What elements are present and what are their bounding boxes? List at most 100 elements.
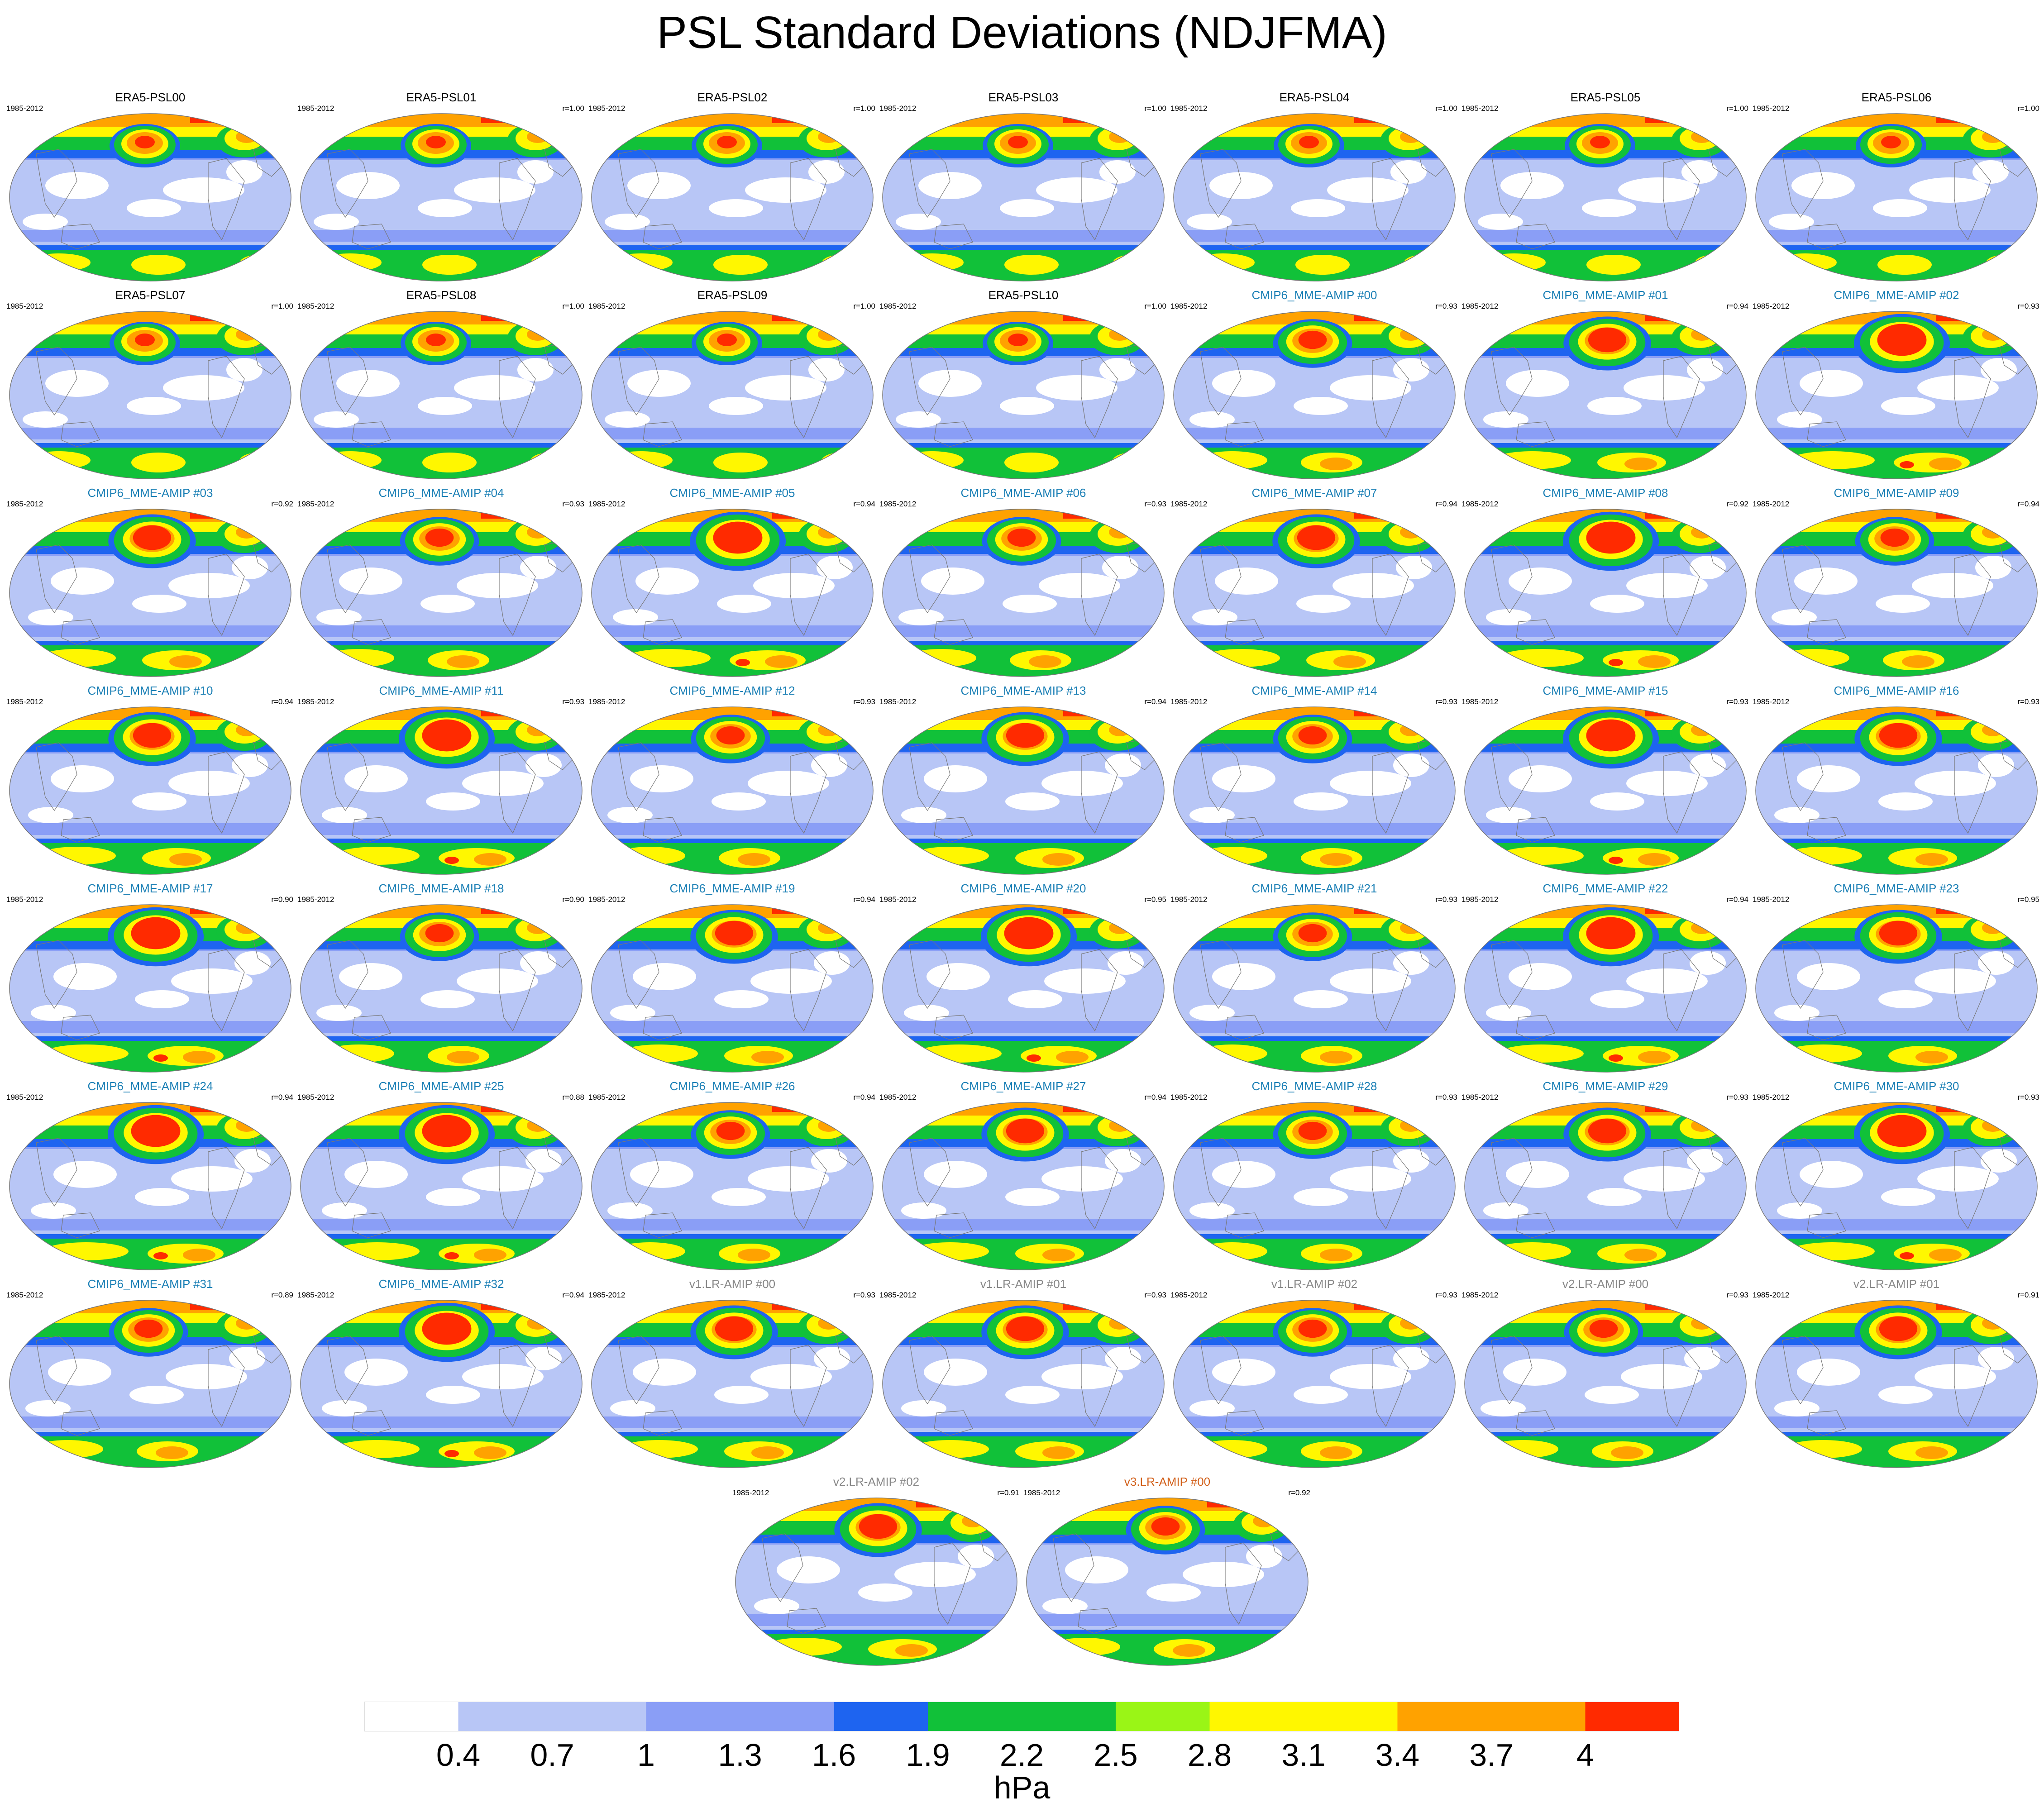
panel-period: 1985-2012 [6, 895, 43, 904]
map-panel: ERA5-PSL01 1985-2012 r=1.00 [296, 91, 587, 286]
map-panel: ERA5-PSL09 1985-2012 r=1.00 [587, 288, 878, 484]
panel-period: 1985-2012 [6, 1093, 43, 1102]
psl-stddev-map [9, 904, 291, 1073]
panel-title: ERA5-PSL07 [115, 288, 186, 302]
colorbar-bin [646, 1702, 740, 1731]
colorbar-tick-label: 0.4 [436, 1737, 481, 1773]
panel-title: ERA5-PSL02 [697, 91, 768, 104]
panel-title: CMIP6_MME-AMIP #24 [87, 1079, 213, 1093]
panel-title: CMIP6_MME-AMIP #14 [1251, 684, 1377, 697]
panel-title: ERA5-PSL06 [1861, 91, 1932, 104]
map-panel: ERA5-PSL04 1985-2012 r=1.00 [1169, 91, 1460, 286]
panel-period: 1985-2012 [588, 500, 626, 508]
panel-correlation: r=0.93 [1435, 1093, 1457, 1102]
psl-stddev-map [1464, 1102, 1747, 1270]
map-panel: v3.LR-AMIP #00 1985-2012 r=0.92 [1022, 1475, 1313, 1670]
psl-stddev-map [1755, 509, 2038, 677]
panel-title: CMIP6_MME-AMIP #21 [1251, 882, 1377, 895]
panel-title: CMIP6_MME-AMIP #03 [87, 486, 213, 500]
map-panel: CMIP6_MME-AMIP #01 1985-2012 r=0.94 [1460, 288, 1751, 484]
panel-correlation: r=1.00 [1144, 302, 1166, 310]
panel-period: 1985-2012 [1170, 104, 1208, 113]
map-panel: v2.LR-AMIP #01 1985-2012 r=0.91 [1751, 1277, 2042, 1473]
panel-period: 1985-2012 [879, 697, 917, 706]
panel-title: ERA5-PSL03 [988, 91, 1059, 104]
panel-period: 1985-2012 [1461, 895, 1499, 904]
map-panel: ERA5-PSL06 1985-2012 r=1.00 [1751, 91, 2042, 286]
panel-correlation: r=0.94 [1435, 500, 1457, 508]
psl-stddev-map [9, 113, 291, 281]
psl-stddev-map [300, 706, 583, 875]
panel-title: CMIP6_MME-AMIP #29 [1543, 1079, 1668, 1093]
colorbar-bin [1209, 1702, 1304, 1731]
panel-period: 1985-2012 [297, 302, 334, 310]
panel-title: v1.LR-AMIP #02 [1271, 1277, 1358, 1291]
psl-stddev-map [591, 509, 874, 677]
colorbar-bin [1304, 1702, 1398, 1731]
psl-stddev-map [735, 1497, 1017, 1666]
panel-correlation: r=0.95 [1144, 895, 1166, 904]
psl-stddev-map [591, 311, 874, 479]
map-panel: CMIP6_MME-AMIP #21 1985-2012 r=0.93 [1169, 882, 1460, 1077]
panel-period: 1985-2012 [297, 895, 334, 904]
panel-title: CMIP6_MME-AMIP #09 [1834, 486, 1959, 500]
panel-title: CMIP6_MME-AMIP #25 [378, 1079, 504, 1093]
map-panel: ERA5-PSL08 1985-2012 r=1.00 [296, 288, 587, 484]
panel-title: ERA5-PSL04 [1279, 91, 1350, 104]
psl-stddev-map [1173, 311, 1456, 479]
colorbar-tick-label: 4 [1576, 1737, 1594, 1773]
colorbar-tick-label: 3.7 [1469, 1737, 1514, 1773]
panel-period: 1985-2012 [297, 500, 334, 508]
map-panel: v2.LR-AMIP #00 1985-2012 r=0.93 [1460, 1277, 1751, 1473]
map-panel: CMIP6_MME-AMIP #24 1985-2012 r=0.94 [5, 1079, 296, 1275]
panel-period: 1985-2012 [1753, 104, 1790, 113]
panel-correlation: r=0.93 [2017, 697, 2039, 706]
panel-correlation: r=1.00 [853, 104, 875, 113]
psl-stddev-map [1755, 706, 2038, 875]
psl-stddev-map [1755, 904, 2038, 1073]
map-panel: CMIP6_MME-AMIP #17 1985-2012 r=0.90 [5, 882, 296, 1077]
panel-period: 1985-2012 [1461, 500, 1499, 508]
colorbar-tick-label: 2.2 [999, 1737, 1044, 1773]
map-panel: ERA5-PSL03 1985-2012 r=1.00 [878, 91, 1169, 286]
colorbar-tick-label: 1.3 [718, 1737, 762, 1773]
colorbar-tick-label: 1.9 [906, 1737, 950, 1773]
panel-period: 1985-2012 [1170, 697, 1208, 706]
panel-correlation: r=0.94 [271, 697, 293, 706]
panel-title: CMIP6_MME-AMIP #31 [87, 1277, 213, 1291]
panel-title: CMIP6_MME-AMIP #13 [960, 684, 1086, 697]
colorbar-bin [552, 1702, 646, 1731]
panel-title: ERA5-PSL01 [406, 91, 477, 104]
psl-stddev-map [300, 113, 583, 281]
panel-period: 1985-2012 [1170, 1093, 1208, 1102]
panel-correlation: r=0.89 [271, 1291, 293, 1299]
map-panel: CMIP6_MME-AMIP #19 1985-2012 r=0.94 [587, 882, 878, 1077]
panel-period: 1985-2012 [879, 1093, 917, 1102]
map-panel: CMIP6_MME-AMIP #29 1985-2012 r=0.93 [1460, 1079, 1751, 1275]
colorbar-tick-label: 3.1 [1281, 1737, 1326, 1773]
psl-stddev-map [882, 509, 1165, 677]
panel-period: 1985-2012 [1023, 1488, 1060, 1497]
panel-period: 1985-2012 [1753, 500, 1790, 508]
psl-stddev-map [300, 904, 583, 1073]
psl-stddev-map [591, 904, 874, 1073]
panel-period: 1985-2012 [6, 104, 43, 113]
map-panel: CMIP6_MME-AMIP #05 1985-2012 r=0.94 [587, 486, 878, 682]
psl-stddev-map [591, 1102, 874, 1270]
colorbar-tick-label: 2.5 [1094, 1737, 1138, 1773]
psl-stddev-map [9, 1102, 291, 1270]
panel-period: 1985-2012 [1461, 1093, 1499, 1102]
colorbar-bin [834, 1702, 928, 1731]
psl-stddev-map [1026, 1497, 1309, 1666]
map-panel: CMIP6_MME-AMIP #08 1985-2012 r=0.92 [1460, 486, 1751, 682]
psl-stddev-map [9, 311, 291, 479]
map-panel: CMIP6_MME-AMIP #27 1985-2012 r=0.94 [878, 1079, 1169, 1275]
panel-title: CMIP6_MME-AMIP #28 [1251, 1079, 1377, 1093]
psl-stddev-map [1755, 1102, 2038, 1270]
panel-correlation: r=0.90 [271, 895, 293, 904]
map-panel: CMIP6_MME-AMIP #03 1985-2012 r=0.92 [5, 486, 296, 682]
psl-stddev-map [9, 706, 291, 875]
map-panel: CMIP6_MME-AMIP #00 1985-2012 r=0.93 [1169, 288, 1460, 484]
panel-period: 1985-2012 [588, 302, 626, 310]
panel-title: CMIP6_MME-AMIP #19 [669, 882, 795, 895]
